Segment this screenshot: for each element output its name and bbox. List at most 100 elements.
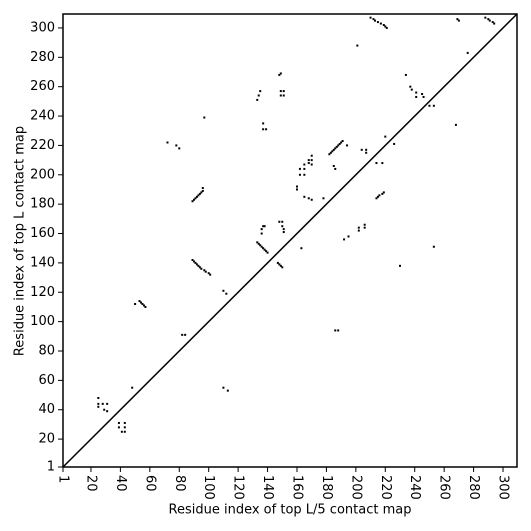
contact-point xyxy=(222,386,225,389)
x-tick-label: 260 xyxy=(437,475,452,500)
contact-point xyxy=(262,128,265,131)
contact-point xyxy=(225,292,228,295)
contact-point xyxy=(382,191,385,194)
contact-point xyxy=(303,167,306,170)
contact-point xyxy=(454,123,457,126)
contact-point xyxy=(97,396,100,399)
contact-point xyxy=(226,389,229,392)
y-tick-label: 220 xyxy=(30,138,55,153)
contact-point xyxy=(375,162,378,165)
contact-point xyxy=(101,402,104,405)
contact-point xyxy=(310,154,313,157)
contact-point xyxy=(335,145,338,148)
contact-point xyxy=(192,198,195,201)
y-tick-label: 120 xyxy=(30,285,55,300)
contact-point xyxy=(310,159,313,162)
contact-point xyxy=(265,250,268,253)
contact-point xyxy=(262,122,265,125)
contact-point xyxy=(415,95,418,98)
contact-point xyxy=(209,273,212,276)
contact-point xyxy=(310,163,313,166)
contact-point xyxy=(198,192,201,195)
contact-point xyxy=(376,195,379,198)
contact-point xyxy=(338,142,341,145)
contact-point xyxy=(384,25,387,28)
x-tick-label: 80 xyxy=(172,475,187,492)
diagonal xyxy=(62,13,518,468)
contact-point xyxy=(259,90,262,93)
contact-point xyxy=(207,272,210,275)
x-tick-label: 40 xyxy=(113,475,128,492)
contact-point xyxy=(203,269,206,272)
contact-point xyxy=(360,148,363,151)
contact-point xyxy=(278,263,281,266)
contact-point xyxy=(260,245,263,248)
contact-point xyxy=(457,19,460,22)
contact-point xyxy=(466,51,469,54)
contact-point xyxy=(256,98,259,101)
contact-point xyxy=(322,197,325,200)
y-tick-label: 40 xyxy=(38,402,55,417)
contact-point xyxy=(175,144,178,147)
contact-point xyxy=(307,197,310,200)
contact-point xyxy=(357,229,360,232)
contact-point xyxy=(178,147,181,150)
contact-point xyxy=(365,151,368,154)
contact-point xyxy=(298,167,301,170)
contact-point xyxy=(117,426,120,429)
contact-point xyxy=(487,18,490,21)
y-tick-label: 20 xyxy=(38,432,55,447)
contact-point xyxy=(334,167,337,170)
contact-point xyxy=(279,72,282,75)
contact-point xyxy=(200,267,203,270)
contact-point xyxy=(295,188,298,191)
contact-point xyxy=(372,18,375,21)
contact-point xyxy=(262,225,265,228)
contact-point xyxy=(328,153,331,156)
x-tick-label: 1 xyxy=(56,475,71,483)
contact-point xyxy=(166,141,169,144)
y-tick-label: 140 xyxy=(30,255,55,270)
x-tick-label: 220 xyxy=(378,475,393,500)
contact-point xyxy=(381,162,384,165)
x-tick-label: 180 xyxy=(319,475,334,500)
contact-point xyxy=(97,405,100,408)
contact-point xyxy=(341,140,344,143)
contact-point xyxy=(385,26,388,29)
x-axis-label: Residue index of top L/5 contact map xyxy=(169,503,412,518)
contact-point xyxy=(222,289,225,292)
contact-point xyxy=(201,187,204,190)
contact-point xyxy=(295,185,298,188)
contact-point xyxy=(363,223,366,226)
contact-point xyxy=(265,128,268,131)
x-tick-label: 120 xyxy=(231,475,246,500)
x-tick-label: 300 xyxy=(496,475,511,500)
contact-point xyxy=(410,88,413,91)
contact-point xyxy=(257,242,260,245)
contact-point xyxy=(373,19,376,22)
contact-point xyxy=(123,426,126,429)
contact-point xyxy=(334,329,337,332)
contact-point xyxy=(356,44,359,47)
contact-point xyxy=(201,189,204,192)
contact-point xyxy=(378,194,381,197)
contact-point xyxy=(399,264,402,267)
contact-point xyxy=(432,245,435,248)
contact-point xyxy=(456,18,459,21)
x-tick-label: 100 xyxy=(201,475,216,500)
contact-point xyxy=(262,247,265,250)
contact-point xyxy=(181,333,184,336)
contact-point xyxy=(491,21,494,24)
contact-point xyxy=(298,173,301,176)
x-tick-label: 20 xyxy=(83,475,98,492)
contact-point xyxy=(192,260,195,263)
contact-point xyxy=(382,24,385,27)
contact-point xyxy=(278,220,281,223)
contact-point xyxy=(404,73,407,76)
contact-point xyxy=(259,244,262,247)
y-tick-label: 100 xyxy=(30,314,55,329)
contact-point xyxy=(365,148,368,151)
contact-point xyxy=(303,163,306,166)
contact-point xyxy=(197,264,200,267)
plot-frame xyxy=(62,13,518,468)
